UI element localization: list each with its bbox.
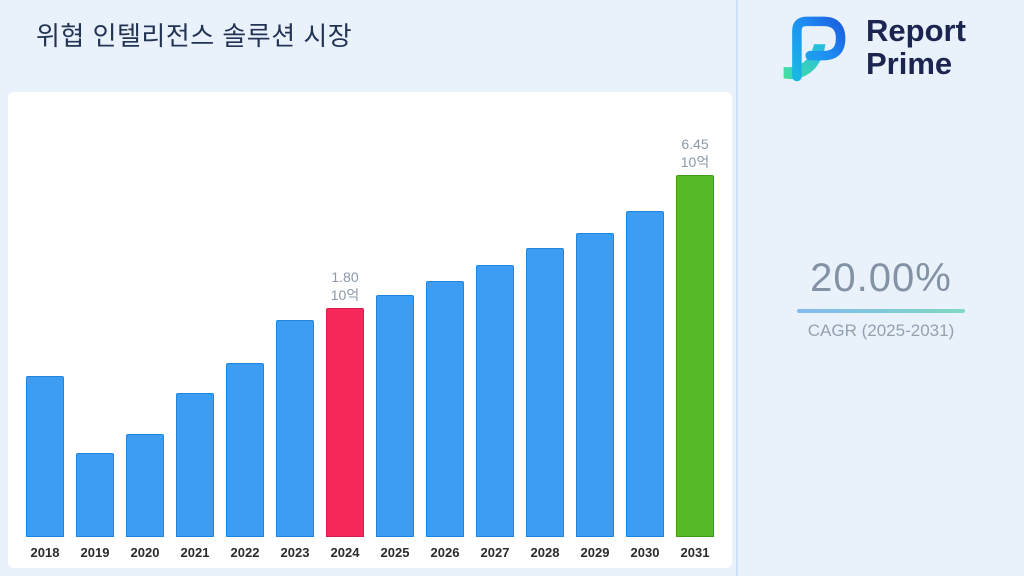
x-axis-label-2030: 2030: [630, 545, 660, 560]
bar-stack-2019: [76, 453, 114, 537]
x-axis-label-2019: 2019: [80, 545, 110, 560]
bar-column-2020: 2020: [126, 434, 164, 562]
bar-value-label-2031: 6.45 10억: [680, 136, 710, 170]
right-panel: Report Prime 20.00% CAGR (2025-2031): [738, 0, 1024, 576]
panel-divider: [736, 0, 738, 576]
bar-2019: [76, 453, 114, 537]
bar-2028: [526, 248, 564, 537]
bar-value-label-2024: 1.80 10억: [330, 269, 360, 303]
bar-column-2028: 2028: [526, 248, 564, 562]
bar-column-2024: 1.80 10억 2024: [326, 269, 364, 562]
cagr-value: 20.00%: [810, 256, 952, 300]
bar-2018: [26, 376, 64, 537]
bar-stack-2021: [176, 393, 214, 537]
bar-column-2026: 2026: [426, 281, 464, 562]
x-axis-label-2022: 2022: [230, 545, 260, 560]
bar-column-2029: 2029: [576, 233, 614, 562]
bar-column-2031: 6.45 10억 2031: [676, 136, 714, 562]
x-axis-label-2018: 2018: [30, 545, 60, 560]
bar-column-2022: 2022: [226, 363, 264, 562]
bar-column-2023: 2023: [276, 320, 314, 562]
bar-stack-2025: [376, 295, 414, 537]
x-axis-label-2031: 2031: [680, 545, 710, 560]
bar-stack-2024: 1.80 10억: [326, 269, 364, 537]
x-axis-label-2025: 2025: [380, 545, 410, 560]
page-title: 위협 인텔리전스 솔루션 시장: [36, 21, 353, 51]
bar-stack-2026: [426, 281, 464, 537]
x-axis-label-2027: 2027: [480, 545, 510, 560]
x-axis-label-2023: 2023: [280, 545, 310, 560]
bar-stack-2028: [526, 248, 564, 537]
bar-2023: [276, 320, 314, 537]
bar-2020: [126, 434, 164, 537]
x-axis-label-2024: 2024: [330, 545, 360, 560]
brand-name-line1: Report: [866, 13, 966, 49]
cagr-label: CAGR (2025-2031): [807, 321, 955, 340]
cagr-underline: [797, 309, 965, 313]
bar-stack-2022: [226, 363, 264, 537]
bar-column-2030: 2030: [626, 211, 664, 562]
x-axis-label-2020: 2020: [130, 545, 160, 560]
brand-logo: Report Prime: [776, 10, 966, 86]
bar-2022: [226, 363, 264, 537]
bar-2029: [576, 233, 614, 537]
bar-2024: [326, 308, 364, 537]
bar-stack-2030: [626, 211, 664, 537]
bar-column-2018: 2018: [26, 376, 64, 562]
bar-stack-2023: [276, 320, 314, 537]
report-prime-logo-icon: [783, 16, 846, 82]
bar-2030: [626, 211, 664, 537]
bar-chart: 2018 2019 2020 2021 2022 2023 1.80 10억 2024 2025 2…: [8, 136, 732, 562]
bar-stack-2027: [476, 265, 514, 537]
bar-stack-2020: [126, 434, 164, 537]
bar-2031: [676, 175, 714, 537]
bar-stack-2031: 6.45 10억: [676, 136, 714, 537]
bar-column-2027: 2027: [476, 265, 514, 562]
x-axis-label-2026: 2026: [430, 545, 460, 560]
bar-2021: [176, 393, 214, 537]
brand-name: Report Prime: [866, 15, 966, 80]
bar-stack-2029: [576, 233, 614, 537]
bar-2026: [426, 281, 464, 537]
brand-name-line2: Prime: [866, 46, 953, 81]
bar-column-2019: 2019: [76, 453, 114, 562]
x-axis-label-2029: 2029: [580, 545, 610, 560]
chart-card: 2018 2019 2020 2021 2022 2023 1.80 10억 2024 2025 2…: [8, 92, 732, 568]
bar-2025: [376, 295, 414, 537]
bar-column-2021: 2021: [176, 393, 214, 562]
bar-2027: [476, 265, 514, 537]
x-axis-label-2021: 2021: [180, 545, 210, 560]
x-axis-label-2028: 2028: [530, 545, 560, 560]
bar-column-2025: 2025: [376, 295, 414, 562]
bar-stack-2018: [26, 376, 64, 537]
cagr-block: 20.00% CAGR (2025-2031): [738, 256, 1024, 341]
